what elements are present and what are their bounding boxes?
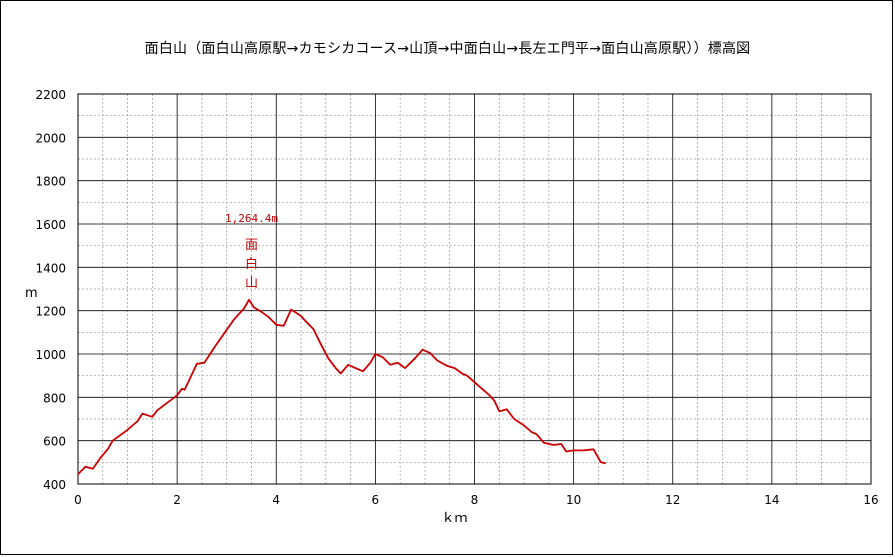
y-tick-label: 1400 bbox=[35, 261, 66, 275]
y-tick-label: 1800 bbox=[35, 175, 66, 189]
y-tick-label: 1000 bbox=[35, 348, 66, 362]
chart-title: 面白山（面白山高原駅→カモシカコース→山頂→中面白山→長左エ門平→面白山高原駅）… bbox=[144, 41, 751, 57]
plot-border bbox=[77, 93, 872, 485]
x-tick-label: 0 bbox=[74, 493, 82, 507]
x-tick-label: 12 bbox=[665, 493, 680, 507]
y-tick-label: 800 bbox=[43, 391, 66, 405]
x-tick-label: 2 bbox=[173, 493, 181, 507]
x-tick-label: 4 bbox=[272, 493, 280, 507]
y-tick-label: 600 bbox=[43, 435, 66, 449]
x-tick-label: 6 bbox=[372, 493, 380, 507]
y-tick-label: 400 bbox=[43, 478, 66, 492]
y-tick-label: 2000 bbox=[35, 131, 66, 145]
x-tick-label: 14 bbox=[764, 493, 779, 507]
x-tick-label: 8 bbox=[471, 493, 479, 507]
y-tick-label: 1200 bbox=[35, 305, 66, 319]
peak-name-label: 面白山 bbox=[245, 238, 258, 291]
y-tick-label: 2200 bbox=[35, 88, 66, 102]
y-tick-label: 1600 bbox=[35, 218, 66, 232]
elevation-line bbox=[77, 298, 606, 475]
x-axis-label: ｋｍ bbox=[441, 511, 467, 526]
peak-elevation-label: 1,264.4m bbox=[225, 212, 278, 225]
y-axis-label: m bbox=[25, 286, 38, 301]
x-tick-label: 10 bbox=[566, 493, 581, 507]
x-tick-label: 16 bbox=[863, 493, 878, 507]
